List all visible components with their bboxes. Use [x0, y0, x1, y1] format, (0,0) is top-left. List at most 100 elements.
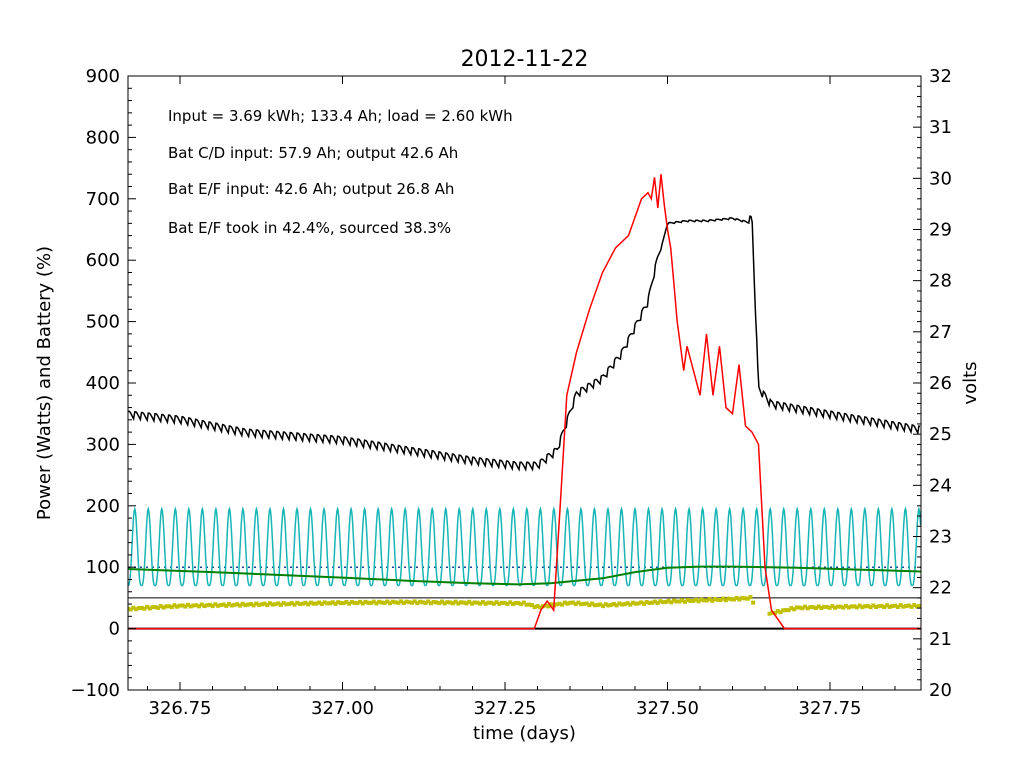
yellow-dot	[172, 603, 177, 608]
yellow-dot	[243, 603, 248, 608]
yellow-dot	[707, 597, 712, 602]
yellow-dot	[833, 605, 838, 610]
yellow-dot	[696, 599, 701, 604]
yellow-dot	[131, 605, 136, 610]
yellow-dot	[557, 601, 562, 606]
yellow-dot	[393, 600, 398, 605]
yellow-dot	[371, 599, 376, 604]
yellow-dot	[620, 602, 625, 607]
yellow-dot	[464, 601, 469, 606]
series-layer	[128, 174, 921, 630]
yellow-dot	[491, 601, 496, 606]
yellow-dot	[882, 605, 887, 610]
series-red-line	[128, 174, 921, 630]
yellow-dot	[276, 601, 281, 606]
yellow-dot	[606, 603, 611, 608]
yellow-dot	[472, 600, 477, 605]
yellow-dot	[663, 599, 668, 604]
yellow-dot	[734, 596, 739, 601]
yellow-dot	[382, 600, 387, 605]
yellow-dot	[265, 603, 270, 608]
yellow-dot	[527, 602, 532, 607]
yellow-dot	[587, 603, 592, 608]
yellow-dot	[767, 611, 772, 616]
y2-tick-label: 32	[929, 66, 952, 87]
yellow-dot	[614, 603, 619, 608]
annotation-bat-ef: Bat E/F input: 42.6 Ah; output 26.8 Ah	[168, 180, 454, 198]
yellow-dot	[688, 598, 693, 603]
yellow-dot	[874, 605, 879, 610]
yellow-dot	[854, 605, 859, 610]
yellow-dot	[489, 600, 494, 605]
yellow-dot	[794, 605, 799, 610]
yellow-dot	[303, 600, 308, 605]
yellow-dot	[314, 601, 319, 606]
yellow-dot	[682, 599, 687, 604]
yellow-dot	[521, 600, 526, 605]
yellow-dot	[884, 603, 889, 608]
yellow-dot	[868, 605, 873, 610]
yellow-dot	[601, 604, 606, 609]
yellow-dot	[770, 611, 775, 616]
yellow-dot	[816, 604, 821, 609]
yellow-dot	[145, 604, 150, 609]
yellow-dot	[751, 600, 756, 605]
yellow-dot	[628, 602, 633, 607]
series-cyan-line	[128, 506, 921, 587]
chart-title: 2012-11-22	[461, 47, 589, 72]
y-tick-label: 200	[86, 496, 120, 517]
yellow-dot	[134, 607, 139, 612]
series-green-line	[128, 565, 921, 586]
yellow-dot	[876, 604, 881, 609]
yellow-dot	[519, 602, 524, 607]
yellow-dot	[805, 606, 810, 611]
yellow-dot	[554, 602, 559, 607]
y-tick-label: 500	[86, 312, 120, 333]
y-tick-label: 0	[109, 619, 120, 640]
yellow-dot	[674, 599, 679, 604]
yellow-dot	[786, 608, 791, 613]
ticks	[128, 75, 921, 691]
yellow-dot	[175, 604, 180, 609]
x-tick-label: 326.75	[149, 698, 212, 719]
yellow-dot	[418, 599, 423, 604]
yellow-dot	[723, 598, 728, 603]
yellow-dot	[248, 601, 253, 606]
yellow-dot	[158, 604, 163, 609]
yellow-dot	[156, 605, 161, 610]
yellow-dot	[573, 602, 578, 607]
yellow-dot	[773, 611, 778, 616]
yellow-dot	[565, 601, 570, 606]
yellow-dot	[505, 601, 510, 606]
yellow-dot	[136, 605, 141, 610]
yellow-dot	[669, 600, 674, 605]
yellow-dot	[843, 603, 848, 608]
yellow-dot	[396, 600, 401, 605]
yellow-dot	[535, 604, 540, 609]
yellow-dot	[191, 603, 196, 608]
yellow-dot	[202, 604, 207, 609]
yellow-dot	[388, 601, 393, 606]
yellow-dot	[789, 606, 794, 611]
y2-tick-label: 30	[929, 168, 952, 189]
yellow-dot	[863, 604, 868, 609]
yellow-dot	[647, 600, 652, 605]
y-tick-label: 600	[86, 250, 120, 271]
yellow-dot	[295, 600, 300, 605]
yellow-dot	[259, 602, 264, 607]
yellow-dot	[901, 604, 906, 609]
x-tick-label: 327.00	[311, 698, 374, 719]
yellow-dot	[429, 601, 434, 606]
y2-axis-label: volts	[960, 361, 981, 404]
annotation-bat-cd: Bat C/D input: 57.9 Ah; output 42.6 Ah	[168, 144, 458, 162]
yellow-dot	[841, 605, 846, 610]
yellow-dot	[216, 603, 221, 608]
yellow-dot	[445, 600, 450, 605]
y2-tick-label: 27	[929, 322, 952, 343]
yellow-dot	[680, 598, 685, 603]
yellow-dot	[415, 601, 420, 606]
yellow-dot	[401, 601, 406, 606]
yellow-dot	[486, 600, 491, 605]
annotations: Input = 3.69 kWh; 133.4 Ah; load = 2.60 …	[168, 107, 513, 237]
yellow-dot	[748, 595, 753, 600]
